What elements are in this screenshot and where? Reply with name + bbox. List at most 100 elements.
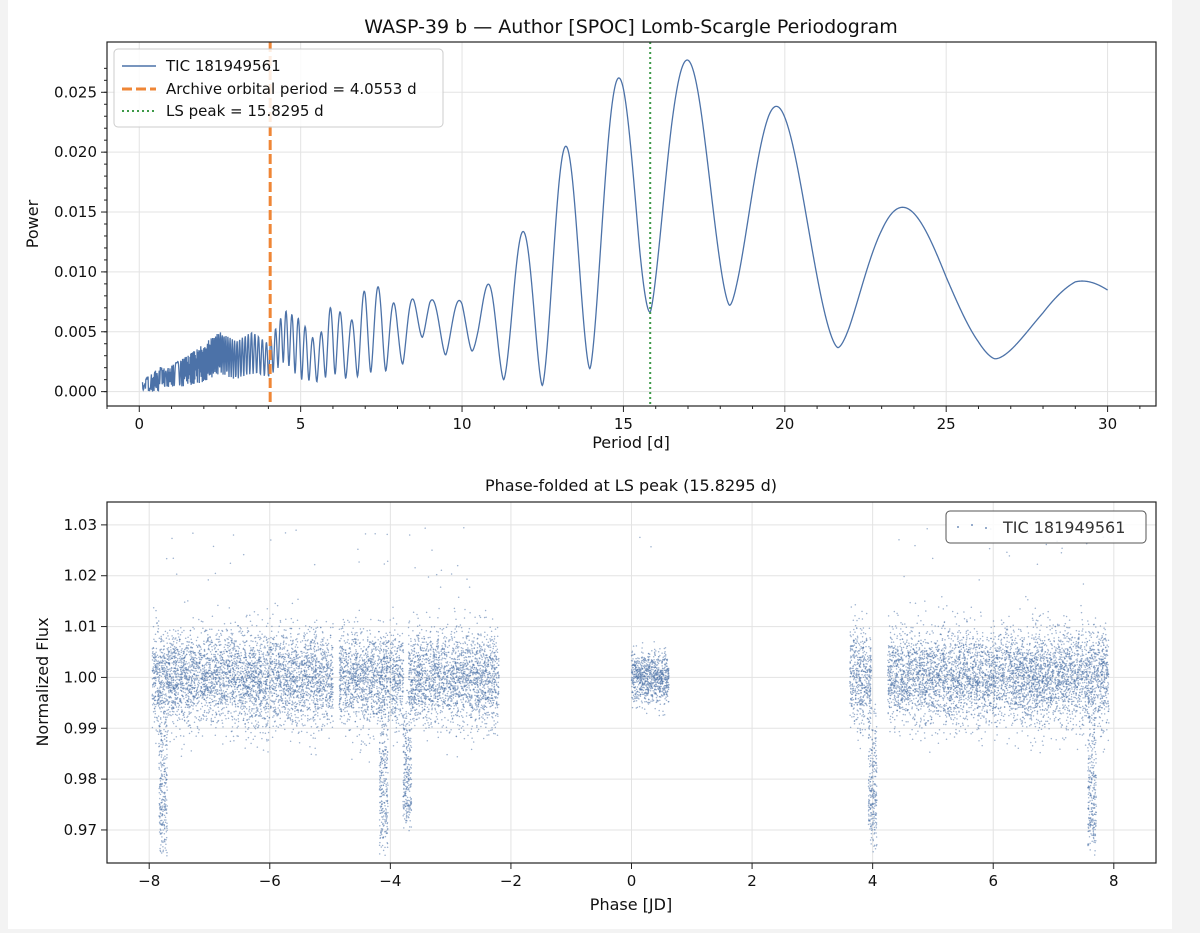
phase-fold-point <box>170 678 172 680</box>
phase-fold-point <box>301 682 303 684</box>
phase-fold-point <box>258 721 260 723</box>
phase-fold-point <box>301 655 303 657</box>
phase-fold-point <box>213 656 215 658</box>
phase-fold-point <box>394 690 396 692</box>
phase-fold-point <box>298 686 300 688</box>
phase-fold-point <box>239 694 241 696</box>
phase-fold-point <box>301 677 303 679</box>
phase-fold-point <box>152 655 154 657</box>
phase-fold-point <box>227 696 229 698</box>
phase-fold-point <box>154 686 156 688</box>
phase-fold-point <box>251 672 253 674</box>
phase-fold-point <box>261 738 263 740</box>
phase-fold-point <box>248 655 250 657</box>
phase-fold-point <box>309 631 311 633</box>
phase-fold-point <box>294 692 296 694</box>
phase-fold-point <box>316 669 318 671</box>
phase-fold-point <box>330 707 332 709</box>
phase-fold-point <box>235 691 237 693</box>
phase-fold-point <box>191 658 193 660</box>
phase-fold-point <box>251 624 253 626</box>
phase-fold-point <box>239 627 241 629</box>
phase-fold-point <box>356 643 358 645</box>
phase-fold-point <box>318 691 320 693</box>
phase-fold-point <box>270 662 272 664</box>
phase-fold-point <box>221 693 223 695</box>
phase-fold-point <box>234 700 236 702</box>
phase-fold-point <box>154 707 156 709</box>
phase-fold-point <box>357 635 359 637</box>
phase-fold-point <box>312 673 314 675</box>
phase-fold-point <box>202 695 204 697</box>
phase-fold-point <box>311 686 313 688</box>
phase-fold-point <box>232 683 234 685</box>
phase-fold-point <box>326 719 328 721</box>
phase-fold-point <box>264 659 266 661</box>
phase-fold-point <box>265 663 267 665</box>
phase-fold-point <box>225 691 227 693</box>
phase-fold-point <box>252 689 254 691</box>
phase-fold-point <box>351 632 353 634</box>
phase-fold-point <box>164 698 166 700</box>
phase-fold-point <box>282 654 284 656</box>
phase-fold-point <box>250 668 252 670</box>
phase-fold-point <box>267 623 269 625</box>
phase-fold-point <box>162 665 164 667</box>
phase-fold-point <box>191 651 193 653</box>
phase-fold-point <box>210 659 212 661</box>
phase-fold-point <box>282 688 284 690</box>
phase-fold-point <box>272 681 274 683</box>
phase-fold-point <box>322 631 324 633</box>
phase-fold-point <box>267 645 269 647</box>
phase-fold-point <box>176 706 178 708</box>
phase-fold-point <box>308 680 310 682</box>
phase-fold-point <box>164 653 166 655</box>
phase-fold-point <box>254 727 256 729</box>
phase-fold-point <box>227 685 229 687</box>
phase-fold-point <box>233 644 235 646</box>
phase-fold-point <box>362 668 364 670</box>
phase-fold-point <box>159 656 161 658</box>
phase-fold-point <box>246 685 248 687</box>
phase-fold-point <box>242 662 244 664</box>
phase-fold-point <box>276 659 278 661</box>
phase-fold-point <box>196 698 198 700</box>
phase-fold-point <box>364 743 366 745</box>
phase-fold-point <box>245 713 247 715</box>
phase-fold-point <box>264 661 266 663</box>
phase-fold-point <box>268 691 270 693</box>
phase-fold-point <box>297 722 299 724</box>
phase-fold-point <box>323 683 325 685</box>
phase-fold-point <box>275 662 277 664</box>
phase-fold-point <box>264 670 266 672</box>
phase-fold-point <box>271 649 273 651</box>
phase-fold-point <box>246 691 248 693</box>
phase-fold-point <box>268 671 270 673</box>
phase-fold-point <box>216 669 218 671</box>
phase-fold-point <box>390 711 392 713</box>
phase-fold-point <box>200 655 202 657</box>
phase-fold-point <box>153 657 155 659</box>
phase-fold-point <box>264 718 266 720</box>
phase-fold-point <box>278 646 280 648</box>
phase-fold-point <box>178 706 180 708</box>
phase-fold-point <box>339 652 341 654</box>
phase-fold-point <box>252 685 254 687</box>
phase-fold-point <box>230 712 232 714</box>
phase-fold-point <box>273 707 275 709</box>
phase-fold-point <box>242 640 244 642</box>
phase-fold-point <box>169 701 171 703</box>
phase-fold-point <box>216 684 218 686</box>
phase-fold-point <box>317 682 319 684</box>
phase-fold-point <box>171 677 173 679</box>
phase-fold-point <box>245 726 247 728</box>
phase-fold-point <box>322 683 324 685</box>
phase-fold-point <box>220 633 222 635</box>
phase-fold-point <box>241 713 243 715</box>
phase-fold-point <box>246 615 248 617</box>
phase-fold-point <box>173 656 175 658</box>
phase-fold-point <box>242 668 244 670</box>
phase-fold-point <box>213 686 215 688</box>
phase-fold-point <box>225 700 227 702</box>
phase-fold-point <box>217 638 219 640</box>
